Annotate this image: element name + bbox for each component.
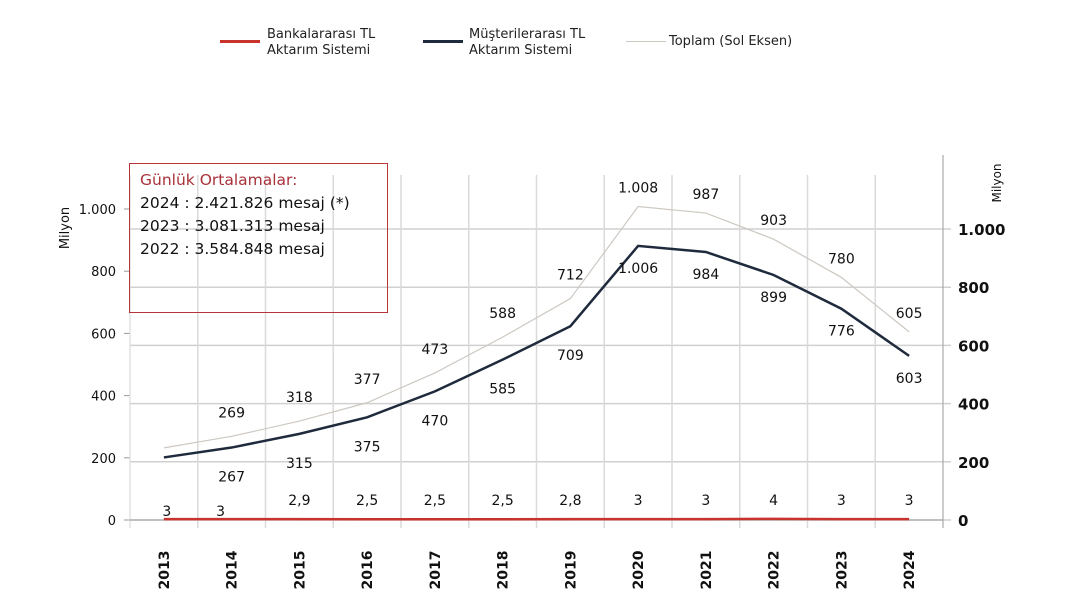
data-label-total: 987 (693, 187, 720, 203)
data-label-bank: 3 (634, 493, 643, 509)
legend-total: Toplam (Sol Eksen) (669, 34, 793, 49)
left-axis-title: Milyon (58, 207, 73, 249)
box-line: 2022 : 3.584.848 mesaj (140, 240, 325, 258)
data-label-bank: 2,5 (424, 493, 446, 509)
data-label-customer: 375 (354, 439, 381, 455)
right-tick-label: 800 (958, 279, 989, 297)
data-label-bank: 3 (905, 493, 914, 509)
data-label-customer: 470 (422, 413, 449, 429)
data-label-bank: 2,5 (491, 493, 513, 509)
legend-label: Aktarım Sistemi (469, 43, 573, 58)
legend-label: Aktarım Sistemi (267, 43, 371, 58)
series-line-total (163, 205, 910, 449)
x-tick-label: 2021 (699, 551, 715, 590)
data-label-bank: 2,5 (356, 493, 378, 509)
data-label-total: 269 (218, 405, 245, 421)
legend-bank: Bankalararası TL Aktarım Sistemi (267, 27, 375, 59)
left-tick-label: 400 (91, 390, 116, 405)
right-tick-label: 0 (958, 512, 968, 530)
legend-swatch-bank (220, 40, 260, 43)
left-tick-label: 200 (91, 452, 116, 467)
left-tick-label: 800 (91, 265, 116, 280)
data-label-customer: 315 (286, 456, 313, 472)
data-label-customer: 709 (557, 348, 584, 364)
data-label-total: 377 (354, 372, 381, 388)
x-tick-label: 2019 (563, 551, 579, 590)
daily-averages-box: Günlük Ortalamalar: 2024 : 2.421.826 mes… (129, 163, 388, 313)
legend-label: Müşterilerarası TL (469, 27, 586, 42)
right-axis-title: Milyon (990, 163, 1004, 202)
x-tick-label: 2016 (360, 551, 376, 590)
data-label-customer: 603 (896, 371, 923, 387)
data-label-total: 605 (896, 306, 923, 322)
x-tick-label: 2023 (834, 551, 850, 590)
data-label-bank: 3 (162, 504, 171, 520)
data-label-bank: 3 (701, 493, 710, 509)
data-label-total: 318 (286, 390, 313, 406)
data-label-bank: 2,8 (559, 493, 581, 509)
data-label-customer: 585 (489, 382, 516, 398)
data-label-customer: 776 (828, 324, 855, 340)
left-tick-label: 0 (108, 514, 116, 529)
box-line: 2024 : 2.421.826 mesaj (*) (140, 194, 350, 212)
x-tick-label: 2022 (767, 551, 783, 590)
x-tick-label: 2018 (496, 551, 512, 590)
data-label-bank: 3 (216, 504, 225, 520)
data-label-customer: 984 (693, 267, 720, 283)
legend-cust: Müşterilerarası TL Aktarım Sistemi (469, 27, 585, 59)
box-title: Günlük Ortalamalar: (140, 171, 298, 189)
right-tick-label: 200 (958, 454, 989, 472)
data-label-customer: 1.006 (618, 261, 658, 277)
right-tick-label: 1.000 (958, 221, 1005, 239)
x-tick-label: 2014 (225, 550, 241, 589)
x-tick-label: 2017 (428, 551, 444, 590)
x-tick-label: 2013 (157, 551, 173, 590)
data-label-total: 1.008 (618, 181, 658, 197)
data-label-bank: 3 (837, 493, 846, 509)
data-label-total: 780 (828, 251, 855, 267)
left-tick-label: 1.000 (79, 203, 116, 218)
legend-label: Bankalararası TL (267, 27, 376, 42)
x-tick-label: 2024 (902, 550, 918, 589)
legend-swatch-cust (423, 40, 463, 43)
data-label-customer: 267 (218, 470, 245, 486)
data-label-bank: 4 (769, 493, 778, 509)
data-label-customer: 899 (760, 290, 787, 306)
data-label-bank: 2,9 (288, 493, 310, 509)
right-tick-label: 400 (958, 396, 989, 414)
data-label-total: 588 (489, 306, 516, 322)
x-tick-label: 2015 (292, 551, 308, 590)
legend-swatch-total (626, 41, 666, 42)
x-tick-label: 2020 (631, 550, 647, 589)
data-label-total: 712 (557, 268, 584, 284)
box-line: 2023 : 3.081.313 mesaj (140, 217, 325, 235)
data-label-total: 903 (760, 213, 787, 229)
series-line-customer (163, 244, 910, 459)
data-label-total: 473 (422, 342, 449, 358)
right-tick-label: 600 (958, 337, 989, 355)
left-tick-label: 600 (91, 327, 116, 342)
